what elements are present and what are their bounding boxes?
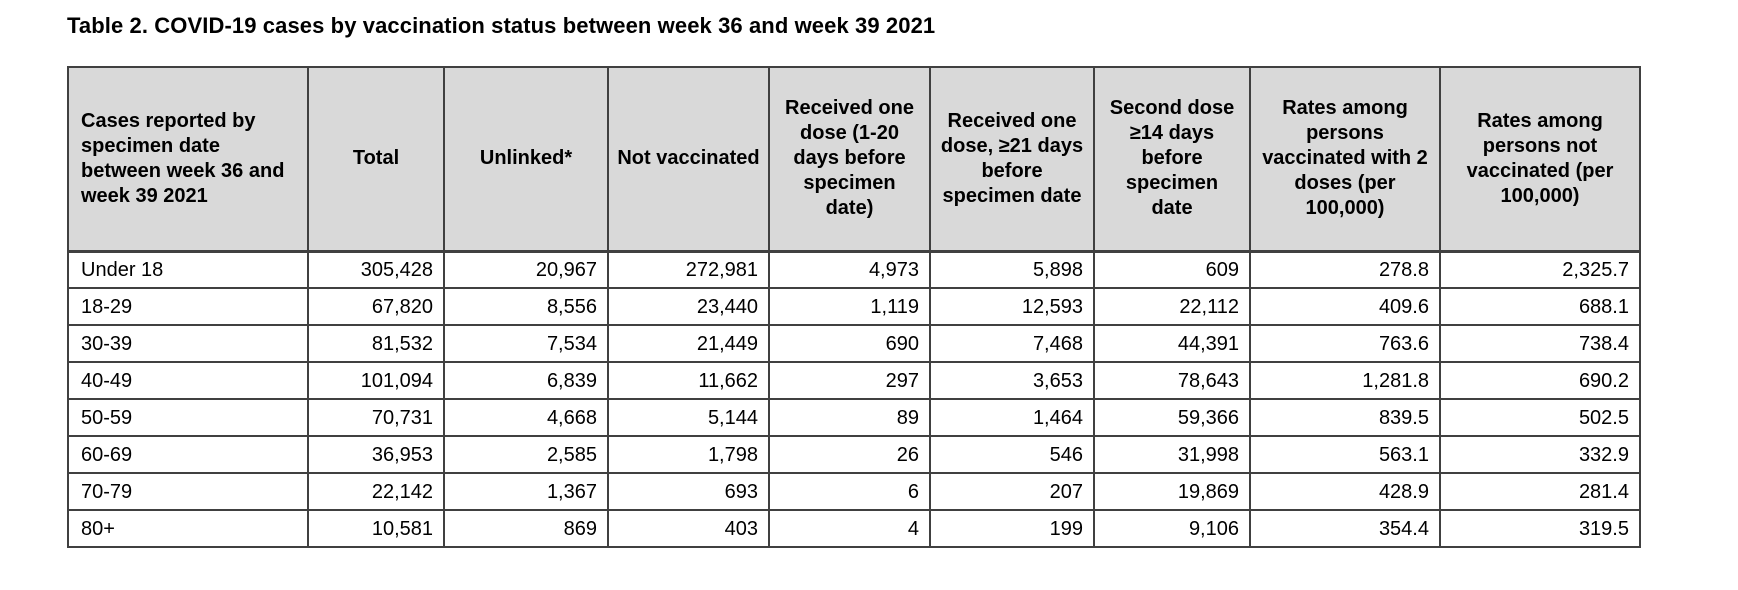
value-cell: 19,869 (1093, 472, 1251, 511)
value-cell: 690.2 (1439, 361, 1641, 400)
value-cell: 609 (1093, 250, 1251, 289)
value-cell: 409.6 (1249, 287, 1441, 326)
value-cell: 11,662 (607, 361, 770, 400)
table-row: 18-29 67,820 8,556 23,440 1,119 12,593 22,112 4… (67, 287, 1641, 326)
value-cell: 1,464 (929, 398, 1095, 437)
age-group-cell: 60-69 (67, 435, 309, 474)
value-cell: 207 (929, 472, 1095, 511)
value-cell: 89 (768, 398, 931, 437)
value-cell: 305,428 (307, 250, 445, 289)
value-cell: 21,449 (607, 324, 770, 363)
age-group-cell: 18-29 (67, 287, 309, 326)
column-header-7: Rates among persons vaccinated with 2 do… (1249, 66, 1441, 253)
value-cell: 10,581 (307, 509, 445, 548)
value-cell: 563.1 (1249, 435, 1441, 474)
table-title: Table 2. COVID-19 cases by vaccination s… (67, 13, 936, 38)
value-cell: 3,653 (929, 361, 1095, 400)
value-cell: 278.8 (1249, 250, 1441, 289)
column-header-5: Received one dose, ≥21 days before speci… (929, 66, 1095, 253)
value-cell: 36,953 (307, 435, 445, 474)
table-row: 40-49 101,094 6,839 11,662 297 3,653 78,643 1,2… (67, 361, 1641, 400)
value-cell: 272,981 (607, 250, 770, 289)
value-cell: 22,112 (1093, 287, 1251, 326)
value-cell: 6 (768, 472, 931, 511)
header-row: Cases reported by specimen date between … (67, 66, 1641, 253)
value-cell: 23,440 (607, 287, 770, 326)
value-cell: 738.4 (1439, 324, 1641, 363)
table-row: 30-39 81,532 7,534 21,449 690 7,468 44,391 763.… (67, 324, 1641, 363)
value-cell: 4 (768, 509, 931, 548)
value-cell: 869 (443, 509, 609, 548)
value-cell: 31,998 (1093, 435, 1251, 474)
age-group-cell: 80+ (67, 509, 309, 548)
value-cell: 26 (768, 435, 931, 474)
value-cell: 20,967 (443, 250, 609, 289)
value-cell: 1,798 (607, 435, 770, 474)
table-body: Under 18 305,428 20,967 272,981 4,973 5,898 60… (67, 250, 1641, 548)
value-cell: 690 (768, 324, 931, 363)
value-cell: 332.9 (1439, 435, 1641, 474)
value-cell: 688.1 (1439, 287, 1641, 326)
value-cell: 428.9 (1249, 472, 1441, 511)
value-cell: 319.5 (1439, 509, 1641, 548)
value-cell: 59,366 (1093, 398, 1251, 437)
value-cell: 199 (929, 509, 1095, 548)
value-cell: 7,534 (443, 324, 609, 363)
value-cell: 403 (607, 509, 770, 548)
value-cell: 4,668 (443, 398, 609, 437)
value-cell: 6,839 (443, 361, 609, 400)
age-group-cell: Under 18 (67, 250, 309, 289)
value-cell: 22,142 (307, 472, 445, 511)
age-group-cell: 40-49 (67, 361, 309, 400)
value-cell: 763.6 (1249, 324, 1441, 363)
age-group-cell: 50-59 (67, 398, 309, 437)
covid-cases-by-vaccination-status-table: Cases reported by specimen date between … (67, 66, 1641, 548)
value-cell: 354.4 (1249, 509, 1441, 548)
value-cell: 502.5 (1439, 398, 1641, 437)
value-cell: 44,391 (1093, 324, 1251, 363)
column-header-2: Unlinked* (443, 66, 609, 253)
column-header-0: Cases reported by specimen date between … (67, 66, 309, 253)
column-header-4: Received one dose (1-20 days before spec… (768, 66, 931, 253)
age-group-cell: 70-79 (67, 472, 309, 511)
value-cell: 5,144 (607, 398, 770, 437)
column-header-1: Total (307, 66, 445, 253)
value-cell: 7,468 (929, 324, 1095, 363)
table-row: 70-79 22,142 1,367 693 6 207 19,869 428.9 281.4 (67, 472, 1641, 511)
value-cell: 839.5 (1249, 398, 1441, 437)
value-cell: 1,119 (768, 287, 931, 326)
age-group-cell: 30-39 (67, 324, 309, 363)
value-cell: 2,325.7 (1439, 250, 1641, 289)
value-cell: 81,532 (307, 324, 445, 363)
table-row: 80+ 10,581 869 403 4 199 9,106 354.4 319.5 (67, 509, 1641, 548)
value-cell: 2,585 (443, 435, 609, 474)
value-cell: 1,367 (443, 472, 609, 511)
value-cell: 1,281.8 (1249, 361, 1441, 400)
column-header-8: Rates among persons not vaccinated (per … (1439, 66, 1641, 253)
value-cell: 546 (929, 435, 1095, 474)
value-cell: 101,094 (307, 361, 445, 400)
value-cell: 5,898 (929, 250, 1095, 289)
value-cell: 78,643 (1093, 361, 1251, 400)
value-cell: 9,106 (1093, 509, 1251, 548)
value-cell: 693 (607, 472, 770, 511)
value-cell: 4,973 (768, 250, 931, 289)
table-row: 50-59 70,731 4,668 5,144 89 1,464 59,366 839.5 5… (67, 398, 1641, 437)
value-cell: 67,820 (307, 287, 445, 326)
table-row: 60-69 36,953 2,585 1,798 26 546 31,998 563.1 332… (67, 435, 1641, 474)
column-header-6: Second dose ≥14 days before specimen dat… (1093, 66, 1251, 253)
value-cell: 12,593 (929, 287, 1095, 326)
table-row: Under 18 305,428 20,967 272,981 4,973 5,898 60… (67, 250, 1641, 289)
value-cell: 281.4 (1439, 472, 1641, 511)
value-cell: 70,731 (307, 398, 445, 437)
value-cell: 8,556 (443, 287, 609, 326)
value-cell: 297 (768, 361, 931, 400)
column-header-3: Not vaccinated (607, 66, 770, 253)
table-header: Cases reported by specimen date between … (67, 66, 1641, 253)
